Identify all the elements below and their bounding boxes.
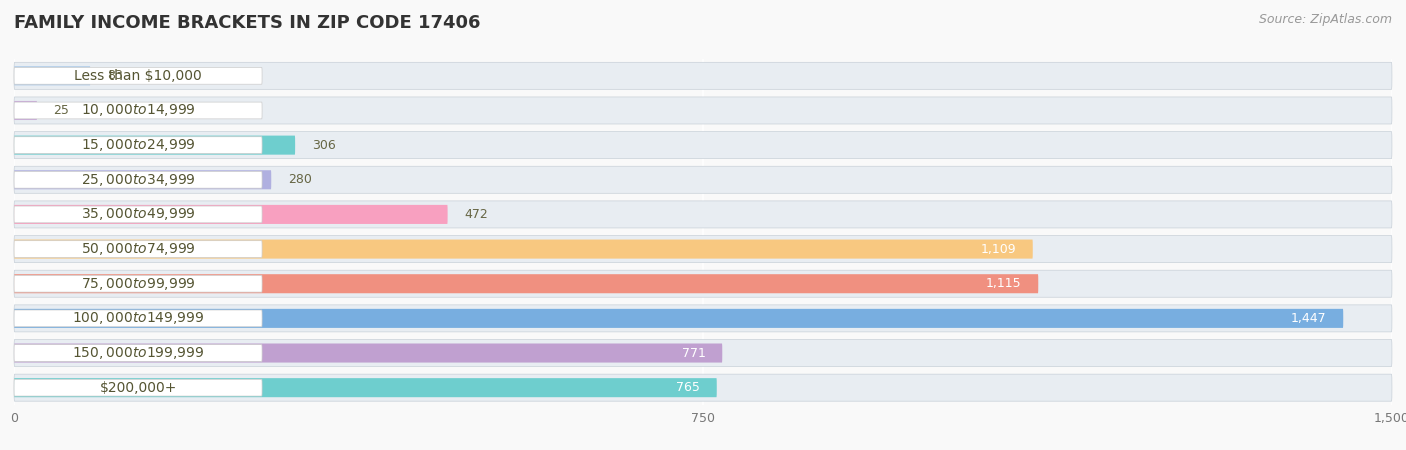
FancyBboxPatch shape bbox=[14, 66, 90, 86]
FancyBboxPatch shape bbox=[14, 131, 1392, 159]
Text: 25: 25 bbox=[53, 104, 69, 117]
FancyBboxPatch shape bbox=[14, 101, 37, 120]
Text: FAMILY INCOME BRACKETS IN ZIP CODE 17406: FAMILY INCOME BRACKETS IN ZIP CODE 17406 bbox=[14, 14, 481, 32]
FancyBboxPatch shape bbox=[14, 270, 1392, 297]
Text: 1,109: 1,109 bbox=[980, 243, 1017, 256]
FancyBboxPatch shape bbox=[14, 97, 1392, 124]
FancyBboxPatch shape bbox=[14, 68, 262, 84]
FancyBboxPatch shape bbox=[14, 343, 723, 363]
FancyBboxPatch shape bbox=[14, 345, 262, 361]
Text: $15,000 to $24,999: $15,000 to $24,999 bbox=[80, 137, 195, 153]
FancyBboxPatch shape bbox=[14, 379, 262, 396]
Text: 472: 472 bbox=[464, 208, 488, 221]
Text: 83: 83 bbox=[107, 69, 122, 82]
Text: Source: ZipAtlas.com: Source: ZipAtlas.com bbox=[1258, 14, 1392, 27]
Text: 1,447: 1,447 bbox=[1291, 312, 1327, 325]
FancyBboxPatch shape bbox=[14, 170, 271, 189]
FancyBboxPatch shape bbox=[14, 310, 262, 327]
FancyBboxPatch shape bbox=[14, 171, 262, 188]
Text: Less than $10,000: Less than $10,000 bbox=[75, 69, 202, 83]
FancyBboxPatch shape bbox=[14, 201, 1392, 228]
FancyBboxPatch shape bbox=[14, 205, 447, 224]
FancyBboxPatch shape bbox=[14, 235, 1392, 263]
FancyBboxPatch shape bbox=[14, 137, 262, 153]
Text: $75,000 to $99,999: $75,000 to $99,999 bbox=[80, 276, 195, 292]
Text: $35,000 to $49,999: $35,000 to $49,999 bbox=[80, 207, 195, 222]
FancyBboxPatch shape bbox=[14, 309, 1343, 328]
Text: $50,000 to $74,999: $50,000 to $74,999 bbox=[80, 241, 195, 257]
Text: $100,000 to $149,999: $100,000 to $149,999 bbox=[72, 310, 204, 326]
FancyBboxPatch shape bbox=[14, 275, 262, 292]
Text: 306: 306 bbox=[312, 139, 336, 152]
FancyBboxPatch shape bbox=[14, 135, 295, 155]
FancyBboxPatch shape bbox=[14, 305, 1392, 332]
Text: 771: 771 bbox=[682, 346, 706, 360]
Text: 765: 765 bbox=[676, 381, 700, 394]
FancyBboxPatch shape bbox=[14, 239, 1033, 259]
FancyBboxPatch shape bbox=[14, 374, 1392, 401]
FancyBboxPatch shape bbox=[14, 166, 1392, 194]
FancyBboxPatch shape bbox=[14, 62, 1392, 90]
FancyBboxPatch shape bbox=[14, 378, 717, 397]
FancyBboxPatch shape bbox=[14, 102, 262, 119]
FancyBboxPatch shape bbox=[14, 206, 262, 223]
Text: $25,000 to $34,999: $25,000 to $34,999 bbox=[80, 172, 195, 188]
Text: 280: 280 bbox=[288, 173, 312, 186]
FancyBboxPatch shape bbox=[14, 339, 1392, 367]
FancyBboxPatch shape bbox=[14, 241, 262, 257]
Text: $150,000 to $199,999: $150,000 to $199,999 bbox=[72, 345, 204, 361]
Text: 1,115: 1,115 bbox=[986, 277, 1022, 290]
Text: $10,000 to $14,999: $10,000 to $14,999 bbox=[80, 103, 195, 118]
Text: $200,000+: $200,000+ bbox=[100, 381, 177, 395]
FancyBboxPatch shape bbox=[14, 274, 1038, 293]
